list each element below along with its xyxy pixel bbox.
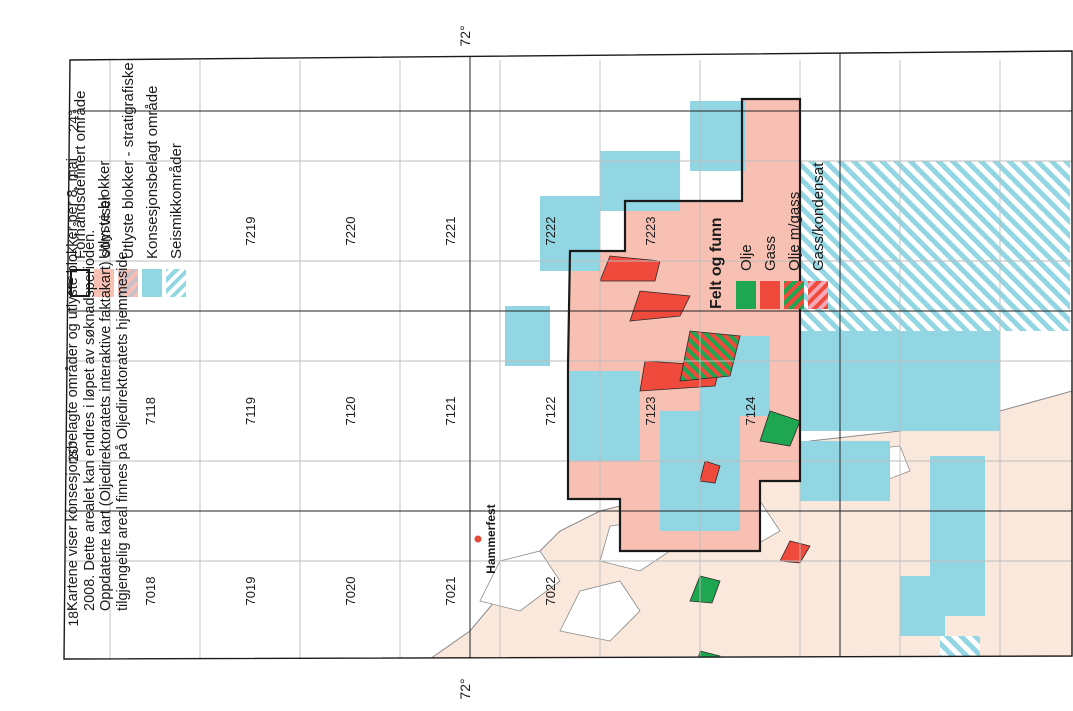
lon-label-3: 24° [65,110,81,131]
legend-item-oil: Olje [734,9,758,309]
caption-line: 2008. Dette arealet kan endres i løpet a… [81,229,98,611]
caption-line: Kartene viser konsesjonsbelagte områder … [65,158,81,611]
map-caption: Kartene viser konsesjonsbelagte områder … [65,1,131,611]
town-marker [474,535,482,543]
quadrant-label: 7118 [143,397,158,425]
lat-labels: 72° 72° [457,25,473,699]
quadrant-label: 7020 [343,577,358,606]
quadrant-label: 7124 [743,397,758,426]
quadrant-label: 7022 [543,577,558,606]
quadrant-label: 7019 [243,577,258,606]
map-frame [63,50,1073,660]
caption-line: tilgjengelig areal finnes på Oljedirekto… [114,247,131,612]
quadrant-label: 7119 [243,397,258,425]
legend-label: Olje m/gass [785,191,803,271]
quadrant-label: 7123 [643,397,658,426]
fields-legend: Felt og funn Olje Gass Olje m/gass Gass/… [708,9,830,309]
blue-swatch-icon [142,269,162,297]
legend-item-oil-gas: Olje m/gass [782,9,806,309]
quadrant-label: 7222 [543,217,558,246]
green-red-hatch-swatch-icon [784,281,804,309]
quadrant-label: 7122 [543,397,558,426]
green-swatch-icon [736,281,756,309]
quadrant-major-lines [64,51,1072,659]
quadrant-label: 7121 [443,397,458,426]
quadrant-label: 7221 [443,217,458,246]
fields-legend-title: Felt og funn [708,217,725,309]
blue-hatch-swatch-icon [166,269,186,297]
quadrant-label: 7219 [243,217,258,246]
lat-label-south: 72° [457,678,473,699]
quadrant-label: 7120 [343,397,358,426]
legend-item-gas-condensate: Gass/kondensat [806,9,830,309]
town-label: Hammerfest [484,504,498,573]
quadrant-labels: 7018 7118 7019 7119 7219 7020 7120 7220 … [143,217,758,606]
lat-label-north: 72° [457,25,473,46]
legend-label: Gass [761,235,779,271]
lon-label-1: 20° [65,440,81,461]
quadrant-label: 7021 [443,577,458,606]
legend-label: Seismikkområder [167,143,185,259]
red-pink-hatch-swatch-icon [808,281,828,309]
lon-label-0: 18° [65,605,81,626]
legend-item-seismic: Seismikkområder [164,0,188,297]
legend-item-gas: Gass [758,9,782,309]
quadrant-label: 7018 [143,577,158,606]
legend-label: Olje [737,244,755,271]
quadrant-label: 7220 [343,217,358,246]
legend-item-licensed: Konsesjonsbelagt område [140,0,164,297]
legend-label: Konsesjonsbelagt område [143,85,161,259]
caption-line: Oppdaterte kart (Oljedirektoratets inter… [98,195,114,611]
legend-label: Gass/kondensat [809,162,827,271]
red-swatch-icon [760,281,780,309]
quadrant-label: 7223 [643,217,658,246]
blue-seismic-areas [800,161,1070,659]
